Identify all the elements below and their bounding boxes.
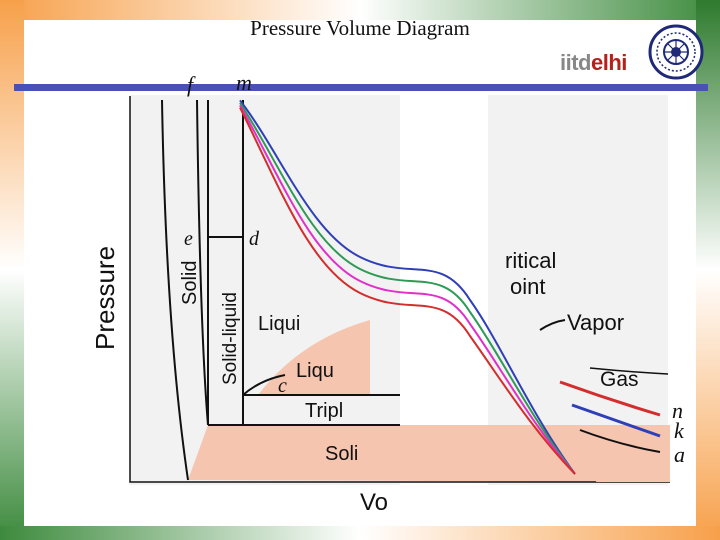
solid-vapor-region: [188, 425, 670, 482]
region-solid-vapor-label: Soli: [325, 443, 358, 465]
liquid-boundary: [242, 374, 286, 396]
institute-seal-icon: [648, 24, 704, 80]
point-f-label: f: [187, 72, 196, 97]
isotherm-magenta: [239, 104, 576, 475]
axis-y-label: Pressure: [90, 246, 120, 350]
point-c-label: c: [278, 375, 287, 397]
gas-region-shade: [596, 470, 670, 482]
region-liquid-vapor-label: Liqu: [296, 360, 334, 382]
region-triple-label: Tripl: [305, 400, 343, 422]
isotherm-upper: [589, 367, 669, 375]
point-m-label: m: [236, 70, 252, 95]
vapor-boundary: [539, 319, 566, 331]
solid-boundary-right: [196, 99, 209, 426]
isotherm-red: [239, 107, 576, 475]
point-k-label: k: [674, 418, 685, 443]
isotherm-curves: [239, 99, 576, 475]
isotherm-green: [239, 102, 576, 475]
point-d-label: d: [249, 228, 260, 250]
logo-text-part2: elhi: [591, 50, 627, 75]
isotherm-n: [559, 380, 661, 417]
isotherm-k: [571, 403, 661, 438]
point-a-label: a: [674, 442, 685, 467]
critical-point-label-line1: ritical: [505, 248, 556, 273]
region-liquid-label: Liqui: [258, 313, 300, 335]
region-vapor-label: Vapor: [567, 310, 624, 335]
region-solid-liquid-label: Solid-liquid: [220, 292, 241, 385]
liquid-vapor-region: [258, 320, 370, 395]
isotherm-a: [579, 429, 661, 453]
solid-boundary-left: [161, 99, 189, 481]
isotherm-blue: [239, 99, 576, 475]
point-e-label: e: [184, 228, 193, 250]
critical-point-label-line2: oint: [510, 274, 545, 299]
region-solid-label: Solid: [179, 261, 201, 305]
point-n-label: n: [672, 398, 683, 423]
region-gas-label: Gas: [600, 368, 639, 391]
header-divider: [14, 84, 708, 91]
axis-x-label: Vo: [360, 489, 388, 516]
institute-logo-text: iitdelhi: [560, 50, 627, 76]
logo-text-part1: iitd: [560, 50, 592, 75]
slide-title: Pressure Volume Diagram: [250, 16, 470, 40]
